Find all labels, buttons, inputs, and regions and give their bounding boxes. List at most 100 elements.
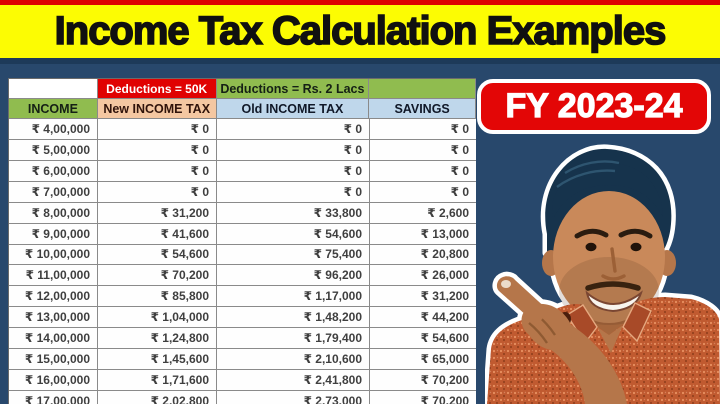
deductions-savings-cell: [369, 79, 476, 99]
table-cell: ₹ 12,00,000: [9, 286, 98, 308]
column-header-row: INCOME New INCOME TAX Old INCOME TAX SAV…: [9, 99, 476, 119]
table-cell: ₹ 0: [370, 160, 476, 182]
table-cell: ₹ 2,600: [370, 202, 476, 224]
table-cell: ₹ 0: [370, 181, 476, 203]
hair-highlight: [556, 160, 620, 188]
table-cell: ₹ 65,000: [370, 349, 476, 371]
table-cell: ₹ 11,00,000: [9, 265, 98, 287]
table-cell: ₹ 9,00,000: [9, 223, 98, 245]
table-cell: ₹ 33,800: [217, 202, 370, 224]
table-cell: ₹ 2,41,800: [217, 370, 370, 391]
table-cell: ₹ 1,45,600: [98, 349, 217, 371]
table-cell: ₹ 70,200: [370, 390, 476, 404]
table-cell: ₹ 1,04,000: [98, 307, 217, 329]
table-row: ₹ 13,00,000 ₹ 1,04,000 ₹ 1,48,200 ₹ 44,200: [9, 307, 476, 329]
table-cell: ₹ 75,400: [217, 244, 370, 266]
table-cell: ₹ 1,79,400: [217, 328, 370, 350]
table-cell: ₹ 1,17,000: [217, 286, 370, 308]
fingernail: [501, 280, 511, 288]
table-cell: ₹ 0: [217, 160, 370, 182]
table-cell: ₹ 0: [370, 119, 476, 140]
column-header-new-income-tax: New INCOME TAX: [97, 99, 217, 119]
table-row: ₹ 9,00,000 ₹ 41,600 ₹ 54,600 ₹ 13,000: [9, 223, 476, 245]
table-row: ₹ 4,00,000 ₹ 0 ₹ 0 ₹ 0: [9, 119, 476, 140]
table-cell: ₹ 10,00,000: [9, 244, 98, 266]
table-cell: ₹ 0: [370, 139, 476, 161]
table-cell: ₹ 2,10,600: [217, 349, 370, 371]
table-cell: ₹ 4,00,000: [9, 119, 98, 140]
deductions-new-cell: Deductions = 50K: [97, 79, 217, 99]
table-cell: ₹ 6,00,000: [9, 160, 98, 182]
table-cell: ₹ 85,800: [98, 286, 217, 308]
table-cell: ₹ 2,02,800: [98, 390, 217, 404]
table-row: ₹ 10,00,000 ₹ 54,600 ₹ 75,400 ₹ 20,800: [9, 244, 476, 266]
deductions-header-row: Deductions = 50K Deductions = Rs. 2 Lacs: [9, 79, 476, 99]
table-cell: ₹ 70,200: [370, 370, 476, 391]
table-row: ₹ 15,00,000 ₹ 1,45,600 ₹ 2,10,600 ₹ 65,000: [9, 349, 476, 371]
table-cell: ₹ 31,200: [98, 202, 217, 224]
right-eyebrow: [618, 228, 653, 239]
table-cell: ₹ 54,600: [217, 223, 370, 245]
left-eyebrow: [574, 228, 609, 239]
chest: [597, 325, 623, 353]
table-row: ₹ 11,00,000 ₹ 70,200 ₹ 96,200 ₹ 26,000: [9, 265, 476, 287]
table-cell: ₹ 0: [98, 181, 217, 203]
table-cell: ₹ 15,00,000: [9, 349, 98, 371]
table-cell: ₹ 0: [98, 139, 217, 161]
fiscal-year-label: FY 2023-24: [505, 86, 683, 125]
table-cell: ₹ 54,600: [370, 328, 476, 350]
column-header-savings: SAVINGS: [369, 99, 476, 119]
column-header-old-income-tax: Old INCOME TAX: [216, 99, 370, 119]
right-collar: [622, 302, 652, 343]
table-cell: ₹ 0: [217, 139, 370, 161]
fiscal-year-badge: FY 2023-24: [477, 79, 711, 134]
title-bar: Income Tax Calculation Examples: [0, 0, 720, 58]
table-row: ₹ 12,00,000 ₹ 85,800 ₹ 1,17,000 ₹ 31,200: [9, 286, 476, 308]
table-cell: ₹ 2,73,000: [217, 390, 370, 404]
mustache: [585, 281, 641, 291]
column-header-income: INCOME: [9, 99, 98, 119]
table-row: ₹ 5,00,000 ₹ 0 ₹ 0 ₹ 0: [9, 139, 476, 161]
income-tax-table: Deductions = 50K Deductions = Rs. 2 Lacs…: [8, 78, 476, 404]
table-cell: ₹ 0: [217, 181, 370, 203]
left-eye: [585, 242, 597, 252]
table-cell: ₹ 20,800: [370, 244, 476, 266]
table-cell: ₹ 54,600: [98, 244, 217, 266]
table-row: ₹ 17,00,000 ₹ 2,02,800 ₹ 2,73,000 ₹ 70,200: [9, 390, 476, 404]
table-cell: ₹ 0: [98, 160, 217, 182]
table-cell: ₹ 7,00,000: [9, 181, 98, 203]
table-cell: ₹ 17,00,000: [9, 390, 98, 404]
table-cell: ₹ 70,200: [98, 265, 217, 287]
table-cell: ₹ 96,200: [217, 265, 370, 287]
nose: [601, 247, 626, 281]
table-cell: ₹ 5,00,000: [9, 139, 98, 161]
table-row: ₹ 14,00,000 ₹ 1,24,800 ₹ 1,79,400 ₹ 54,600: [9, 328, 476, 350]
table-row: ₹ 16,00,000 ₹ 1,71,600 ₹ 2,41,800 ₹ 70,200: [9, 370, 476, 391]
table-cell: ₹ 26,000: [370, 265, 476, 287]
table-cell: ₹ 1,48,200: [217, 307, 370, 329]
deductions-blank-cell: [9, 79, 98, 99]
table-cell: ₹ 14,00,000: [9, 328, 98, 350]
table-row: ₹ 8,00,000 ₹ 31,200 ₹ 33,800 ₹ 2,600: [9, 202, 476, 224]
smile: [585, 290, 643, 313]
table-cell: ₹ 0: [98, 119, 217, 140]
pointing-finger: [496, 276, 549, 325]
page-title: Income Tax Calculation Examples: [54, 8, 667, 54]
table-cell: ₹ 0: [217, 119, 370, 140]
presenter-pointing-image: [485, 144, 720, 404]
table-body: ₹ 4,00,000 ₹ 0 ₹ 0 ₹ 0 ₹ 5,00,000 ₹ 0 ₹ 0 ₹ 0 ₹ …: [9, 119, 476, 404]
deductions-old-cell: Deductions = Rs. 2 Lacs: [216, 79, 370, 99]
table-cell: ₹ 13,000: [370, 223, 476, 245]
table-row: ₹ 6,00,000 ₹ 0 ₹ 0 ₹ 0: [9, 160, 476, 182]
table-cell: ₹ 31,200: [370, 286, 476, 308]
table-cell: ₹ 16,00,000: [9, 370, 98, 391]
table-cell: ₹ 1,24,800: [98, 328, 217, 350]
title-divider: [0, 58, 720, 64]
table-cell: ₹ 1,71,600: [98, 370, 217, 391]
hairline: [552, 163, 663, 219]
table-cell: ₹ 8,00,000: [9, 202, 98, 224]
table-cell: ₹ 13,00,000: [9, 307, 98, 329]
table-row: ₹ 7,00,000 ₹ 0 ₹ 0 ₹ 0: [9, 181, 476, 203]
table-cell: ₹ 44,200: [370, 307, 476, 329]
